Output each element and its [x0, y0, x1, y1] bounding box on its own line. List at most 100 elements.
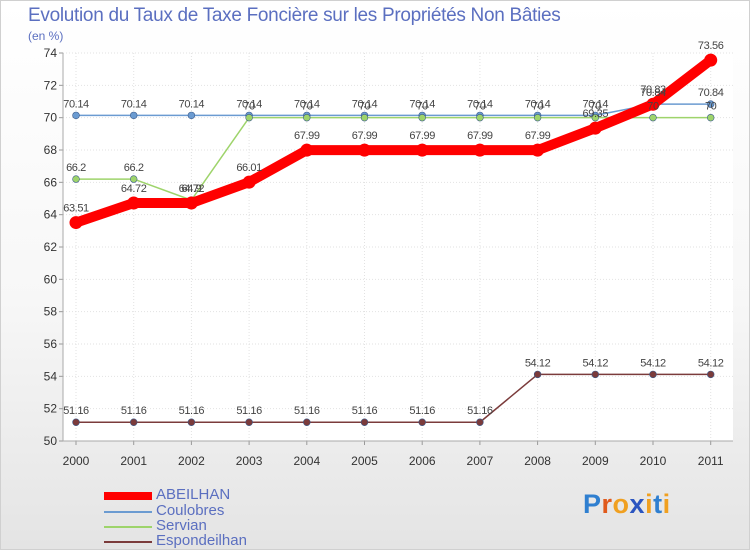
data-point-servian [245, 113, 253, 122]
data-point-servian [360, 113, 369, 122]
data-label-coulobres: 70.14 [179, 98, 205, 110]
x-tick-label: 2009 [582, 454, 609, 468]
data-label-servian: 70 [301, 101, 313, 113]
data-point-espondeilhan [418, 418, 426, 426]
data-point-abeilhan [531, 143, 545, 157]
data-label-espondeilhan: 54.12 [698, 357, 724, 369]
data-label-espondeilhan: 51.16 [409, 405, 435, 417]
x-tick-label: 2008 [524, 454, 551, 468]
legend-swatch-servian [104, 526, 152, 528]
data-point-servian [303, 113, 311, 122]
legend-label-servian: Servian [156, 517, 207, 534]
data-point-servian [418, 113, 426, 122]
proxiti-logo[interactable]: Proxiti [583, 489, 671, 520]
y-tick-label: 50 [44, 434, 58, 448]
data-point-coulobres [130, 111, 138, 120]
data-label-abeilhan: 67.99 [294, 130, 320, 142]
data-label-espondeilhan: 51.16 [352, 405, 378, 417]
data-label-abeilhan: 64.72 [121, 183, 147, 195]
legend-swatch-coulobres [104, 511, 152, 513]
data-label-espondeilhan: 51.16 [121, 405, 147, 417]
data-label-abeilhan: 64.72 [179, 183, 205, 195]
data-label-servian: 70 [416, 101, 428, 113]
data-point-espondeilhan [591, 370, 599, 379]
x-tick-label: 2005 [351, 454, 378, 468]
data-point-espondeilhan [706, 370, 715, 379]
data-label-abeilhan: 66.01 [236, 162, 262, 174]
data-label-coulobres: 70.14 [63, 98, 89, 110]
y-tick-label: 52 [44, 402, 58, 416]
legend-label-coulobres: Coulobres [156, 502, 225, 519]
data-label-servian: 66.2 [66, 162, 86, 174]
data-label-abeilhan: 63.51 [63, 203, 89, 215]
data-label-coulobres: 70.84 [640, 87, 666, 99]
data-point-servian [649, 113, 657, 122]
y-tick-label: 66 [44, 175, 58, 189]
data-point-abeilhan [358, 143, 371, 157]
data-label-servian: 70 [590, 101, 602, 113]
data-point-abeilhan [184, 196, 198, 210]
data-label-coulobres: 70.84 [698, 87, 724, 99]
data-point-abeilhan [300, 143, 314, 157]
y-tick-label: 60 [44, 272, 58, 286]
logo-letter: i [662, 489, 671, 519]
legend-swatch-espondeilhan [104, 541, 152, 543]
y-tick-label: 58 [44, 305, 58, 319]
data-label-espondeilhan: 51.16 [63, 405, 89, 417]
data-label-coulobres: 70.14 [583, 98, 609, 110]
data-point-abeilhan [704, 53, 718, 67]
y-tick-label: 62 [44, 240, 58, 254]
y-tick-label: 68 [44, 143, 58, 157]
series-line-servian [75, 116, 712, 201]
x-tick-label: 2006 [409, 454, 436, 468]
x-tick-label: 2003 [236, 454, 263, 468]
data-point-espondeilhan [360, 418, 369, 426]
data-label-servian: 70 [705, 101, 717, 113]
x-tick-label: 2002 [178, 454, 205, 468]
data-label-servian: 70 [474, 101, 486, 113]
data-label-servian: 70 [647, 101, 659, 113]
data-label-abeilhan: 67.99 [525, 130, 551, 142]
data-point-espondeilhan [187, 418, 196, 426]
y-tick-label: 70 [44, 111, 58, 125]
data-label-espondeilhan: 51.16 [179, 405, 205, 417]
data-label-abeilhan: 67.99 [352, 130, 378, 142]
data-point-servian [476, 113, 484, 122]
legend-label-abeilhan: ABEILHAN [156, 486, 231, 503]
legend-label-espondeilhan: Espondeilhan [156, 532, 247, 549]
chart-title: Evolution du Taux de Taxe Foncière sur l… [28, 5, 561, 26]
data-point-coulobres [72, 111, 80, 120]
series-line-abeilhan [71, 55, 716, 228]
data-point-espondeilhan [72, 418, 80, 426]
data-point-servian [591, 113, 599, 122]
data-point-espondeilhan [649, 370, 657, 379]
data-point-servian [533, 113, 542, 122]
data-point-espondeilhan [476, 418, 484, 426]
y-tick-label: 64 [44, 208, 58, 222]
data-point-servian [72, 175, 80, 183]
data-label-espondeilhan: 51.16 [467, 405, 493, 417]
data-point-servian [706, 113, 715, 122]
data-label-abeilhan: 73.56 [698, 40, 724, 52]
data-point-abeilhan [69, 216, 83, 230]
logo-letter: P [583, 489, 602, 519]
data-label-servian: 70 [243, 101, 255, 113]
data-point-servian [130, 175, 138, 183]
data-point-coulobres [706, 100, 715, 108]
data-label-servian: 66.2 [124, 162, 144, 174]
y-tick-label: 74 [44, 46, 58, 60]
data-label-espondeilhan: 54.12 [583, 357, 609, 369]
logo-letter: x [629, 489, 646, 519]
data-point-abeilhan [242, 175, 256, 189]
data-label-coulobres: 70.14 [352, 98, 378, 110]
data-label-abeilhan: 70.83 [640, 84, 666, 96]
logo-letter: t [653, 489, 663, 519]
data-label-espondeilhan: 54.12 [640, 357, 666, 369]
data-label-coulobres: 70.14 [409, 98, 435, 110]
data-point-abeilhan [646, 97, 660, 111]
data-label-espondeilhan: 51.16 [236, 405, 262, 417]
data-label-abeilhan: 69.35 [583, 108, 609, 120]
data-label-coulobres: 70.14 [294, 98, 320, 110]
